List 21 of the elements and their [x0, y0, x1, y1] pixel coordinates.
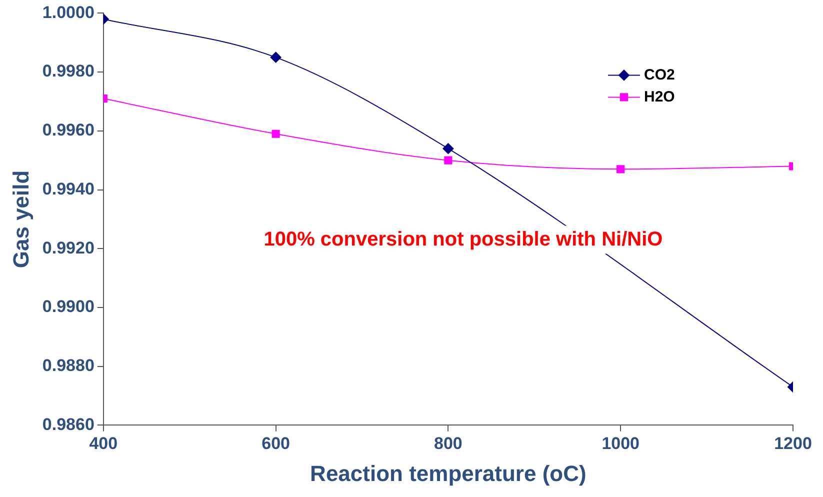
point — [272, 130, 280, 138]
x-tick-label: 1200 — [774, 434, 812, 454]
y-axis-title: Gas yeild — [8, 170, 34, 268]
x-tick-label: 800 — [434, 434, 462, 454]
x-axis-title: Reaction temperature (oC) — [310, 460, 586, 486]
legend-label: CO2 — [644, 66, 675, 84]
y-tick-label: 0.9860 — [42, 414, 94, 434]
x-tick-label: 400 — [89, 434, 118, 454]
y-tick-label: 0.9880 — [42, 356, 94, 376]
point — [444, 156, 452, 164]
x-tick-label: 1000 — [602, 434, 640, 454]
y-tick-label: 0.9960 — [42, 120, 94, 140]
legend-label: H2O — [644, 88, 676, 106]
annotation: 100% conversion not possible with Ni/NiO — [264, 228, 663, 250]
point — [616, 165, 625, 174]
y-tick-label: 0.9940 — [42, 179, 94, 198]
x-tick-label: 600 — [262, 434, 290, 454]
y-tick-label: 0.9900 — [42, 297, 94, 316]
y-tick-label: 0.9920 — [42, 238, 94, 258]
y-tick-label: 0.9980 — [42, 62, 94, 81]
y-tick-label: 1.0000 — [42, 2, 94, 22]
